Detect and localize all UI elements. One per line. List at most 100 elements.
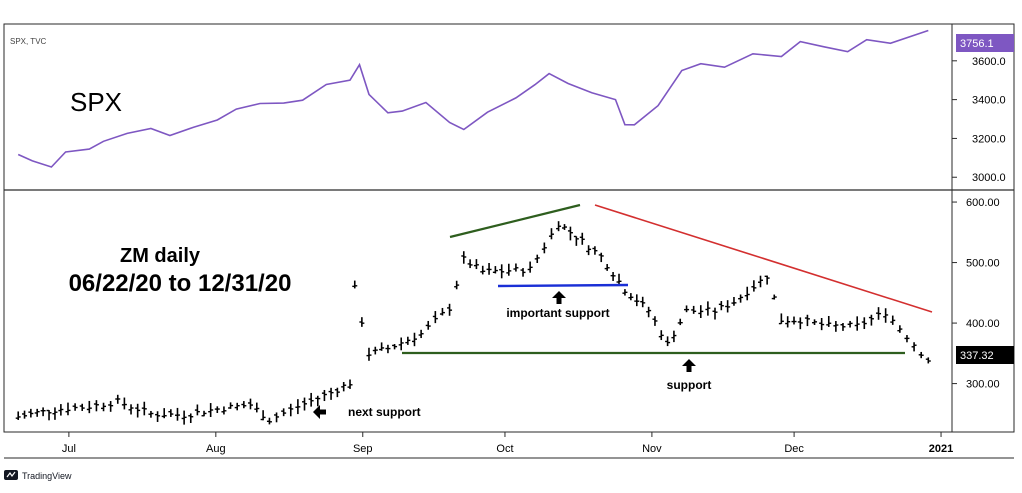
zm-tick-label: 600.00 [966, 197, 1000, 209]
left-arrow-icon [313, 405, 326, 419]
time-tick-label: Dec [784, 443, 804, 455]
time-tick-label: Nov [642, 443, 662, 455]
zm-price-bar [385, 344, 391, 354]
zm-price-bar [72, 403, 78, 411]
zm-price-bar [628, 293, 634, 301]
zm-price-bar [876, 307, 882, 320]
zm-price-scale[interactable]: 300.00 400.00 500.00 600.00 [952, 197, 1000, 391]
zm-last-price: 337.32 [960, 350, 994, 362]
upper-trendline[interactable] [449, 203, 581, 239]
zm-price-bar [208, 403, 214, 418]
zm-price-bar [658, 330, 664, 341]
resistance-trendline[interactable] [594, 204, 933, 313]
zm-price-bar [712, 307, 718, 320]
zm-ohlc-bars [15, 221, 931, 425]
zm-price-bar [833, 321, 839, 332]
zm-price-bar [241, 401, 247, 409]
zm-price-bar [556, 221, 562, 232]
zm-price-bar [15, 411, 21, 420]
zm-price-bar [861, 317, 867, 330]
zm-price-bar [347, 379, 353, 389]
zm-price-bar [398, 337, 404, 351]
zm-price-bar [691, 305, 697, 314]
zm-price-bar [447, 303, 453, 316]
time-axis[interactable]: Jul Aug Sep Oct Nov Dec 2021 [62, 432, 953, 455]
zm-price-bar [640, 296, 646, 308]
zm-price-bar [201, 410, 207, 417]
spx-symbol-label: SPX, TVC [10, 37, 47, 46]
zm-price-bar [359, 317, 365, 327]
zm-price-bar [467, 259, 473, 269]
important-support-line[interactable] [497, 283, 629, 288]
zm-price-bar [778, 313, 784, 325]
zm-price-bar [411, 332, 417, 347]
zm-tick-label: 500.00 [966, 258, 1000, 270]
zm-price-bar [405, 336, 411, 345]
zm-price-bar [738, 294, 744, 303]
zm-price-bar [155, 411, 161, 422]
zm-price-bar [573, 235, 579, 246]
zm-price-bar [425, 320, 431, 330]
zm-price-bar [168, 409, 174, 417]
zm-price-bar [135, 403, 141, 418]
zm-price-bar [366, 347, 372, 361]
zm-price-bar [671, 330, 677, 343]
zm-price-bar [486, 262, 492, 275]
zm-price-bar [93, 400, 99, 412]
zm-price-bar [897, 325, 903, 333]
zm-price-bar [46, 409, 52, 421]
zm-price-bar [616, 273, 622, 285]
zm-price-bar [432, 311, 438, 324]
zm-price-bar [461, 251, 467, 264]
next-support-label: next support [348, 405, 421, 419]
zm-price-bar [221, 406, 227, 415]
zm-price-bar [718, 301, 724, 311]
zm-price-bar [22, 410, 28, 419]
spx-last-price-badge [956, 34, 1014, 52]
zm-price-bar [308, 392, 314, 407]
zm-price-bar [266, 417, 272, 425]
zm-price-bar [86, 400, 92, 414]
zm-price-bar [698, 305, 704, 318]
zm-price-bar [731, 296, 737, 306]
zm-price-bar [40, 407, 46, 417]
zm-price-bar [548, 228, 554, 240]
zm-price-bar [819, 318, 825, 331]
zm-price-bar [592, 246, 598, 255]
zm-price-bar [610, 272, 616, 281]
spx-price-scale[interactable]: 3000.0 3200.0 3400.0 3600.0 [952, 56, 1006, 184]
zm-price-bar [826, 315, 832, 327]
zm-price-bar [744, 286, 750, 301]
zm-price-bar [274, 412, 280, 423]
zm-price-bar [214, 406, 220, 413]
zm-price-bar [541, 242, 547, 254]
zm-price-bar [883, 308, 889, 323]
time-tick-label: 2021 [929, 443, 953, 455]
zm-price-bar [65, 402, 71, 416]
chart-frame [3, 23, 1015, 433]
zm-price-bar [34, 408, 40, 417]
zm-price-bar [705, 301, 711, 316]
zm-price-bar [101, 402, 107, 412]
zm-price-bar [174, 407, 180, 421]
zm-price-bar [840, 322, 846, 331]
zm-price-bar [228, 402, 234, 409]
zm-price-bar [622, 289, 628, 296]
zm-price-bar [758, 275, 764, 288]
zm-price-bar [677, 318, 683, 326]
zm-price-bar [352, 280, 358, 289]
important-support-label: important support [506, 306, 609, 320]
zm-price-bar [372, 346, 378, 355]
time-tick-label: Oct [496, 443, 513, 455]
spx-pane[interactable]: SPX, TVC SPX 3000.0 3200.0 3400.0 3600.0 37… [10, 29, 1014, 185]
zm-price-bar [188, 413, 194, 423]
zm-price-bar [925, 357, 931, 364]
zm-price-bar [315, 395, 321, 407]
zm-pane[interactable]: 300.00 400.00 500.00 600.00 ZM daily 06/22/… [15, 197, 1014, 425]
tradingview-icon [6, 471, 16, 478]
tradingview-logo[interactable]: TradingView [4, 470, 72, 481]
zm-price-bar [234, 402, 240, 411]
zm-price-bar [108, 401, 114, 412]
zm-price-bar [665, 336, 671, 347]
